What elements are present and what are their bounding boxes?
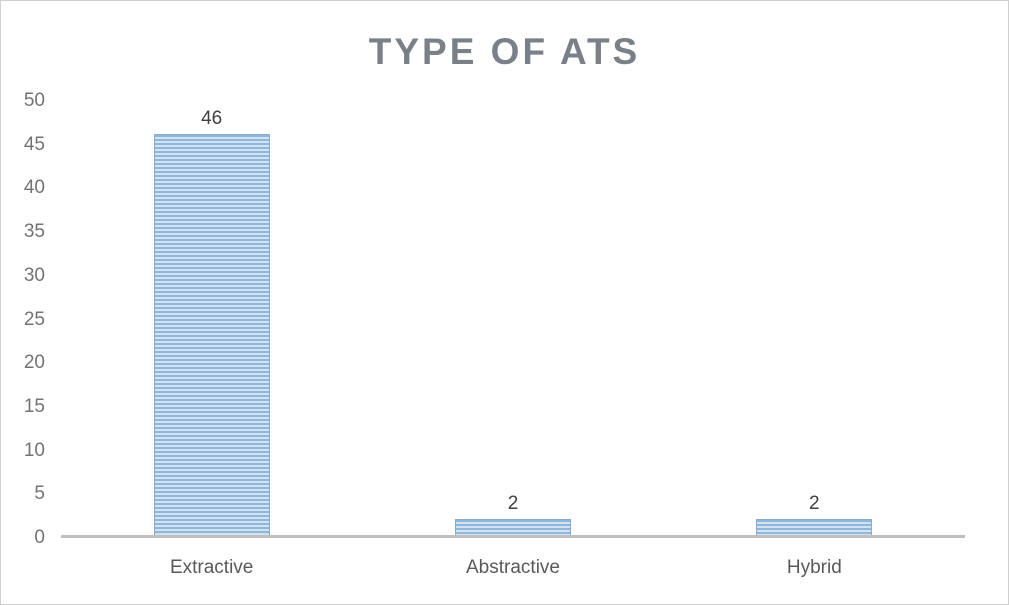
data-label-extractive: 46 <box>201 107 223 129</box>
data-label-abstractive: 2 <box>507 492 519 514</box>
y-axis-tick-label: 20 <box>23 352 45 374</box>
bar-extractive <box>153 133 270 536</box>
chart-title: TYPE OF ATS <box>368 31 641 72</box>
category-label-hybrid: Hybrid <box>786 557 842 578</box>
x-axis-line <box>61 535 965 538</box>
y-axis-tick-label: 10 <box>23 439 45 461</box>
y-axis-tick-label: 15 <box>23 395 45 417</box>
bar-abstractive <box>455 518 571 536</box>
data-label-hybrid: 2 <box>809 492 820 514</box>
y-axis-tick-label: 30 <box>23 264 45 286</box>
y-axis-tick-label: 25 <box>23 308 45 330</box>
y-axis-tick-label: 40 <box>23 177 45 199</box>
y-axis-tick-label: 5 <box>34 483 45 505</box>
bar-hybrid <box>756 518 873 536</box>
y-axis-tick-label: 45 <box>23 133 45 155</box>
y-axis-tick-label: 35 <box>23 221 45 243</box>
category-label-extractive: Extractive <box>169 557 254 578</box>
category-label-abstractive: Abstractive <box>466 557 560 578</box>
y-axis-tick-label: 50 <box>23 90 45 111</box>
y-axis-tick-label: 0 <box>34 527 45 548</box>
